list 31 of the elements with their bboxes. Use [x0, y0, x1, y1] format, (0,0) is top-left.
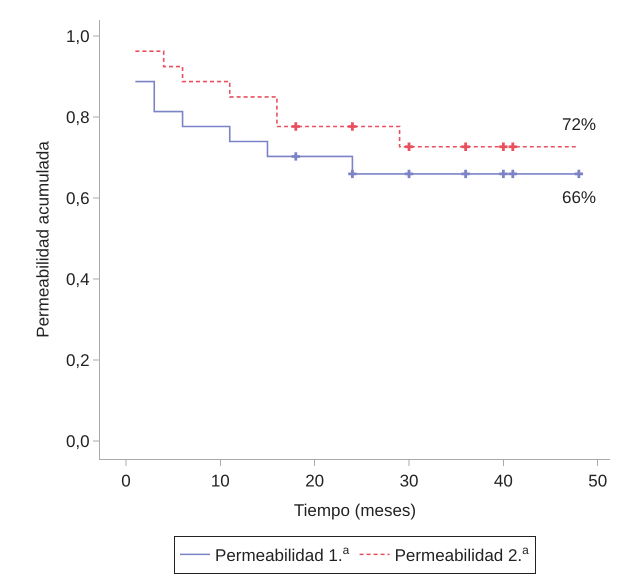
y-tick-label: 0,6 [66, 189, 90, 208]
y-tick-label: 1,0 [66, 27, 90, 46]
annotation: 66% [562, 188, 596, 207]
point [508, 170, 518, 178]
point [461, 142, 470, 151]
x-tick-label: 0 [121, 471, 131, 490]
point [574, 170, 584, 178]
point [404, 142, 414, 151]
y-axis-title: Permeabilidad acumulada [34, 140, 53, 338]
x-tick-label: 20 [305, 471, 324, 490]
x-tick-label: 10 [210, 471, 230, 490]
y-tick-label: 0,8 [66, 108, 90, 128]
y-tick-label: 0,0 [66, 432, 90, 452]
legend-label: Permeabilidad 2.$^{a}$ [394, 542, 530, 566]
x-tick-label: 40 [494, 471, 513, 490]
point [508, 142, 518, 151]
annotation: 72% [562, 115, 596, 134]
point [348, 170, 357, 178]
point [404, 170, 414, 178]
legend-label: Permeabilidad 1.$^{a}$ [215, 542, 350, 566]
point [461, 170, 470, 178]
x-tick-label: 30 [400, 471, 418, 490]
y-tick-label: 0,4 [66, 270, 90, 290]
x-tick-label: 50 [588, 471, 608, 490]
y-tick-label: 0,2 [66, 351, 90, 370]
point [499, 142, 508, 151]
point [292, 122, 300, 131]
point [499, 170, 508, 178]
point [292, 152, 300, 161]
x-axis-title: Tiempo (meses) [294, 500, 416, 520]
point [348, 122, 357, 131]
